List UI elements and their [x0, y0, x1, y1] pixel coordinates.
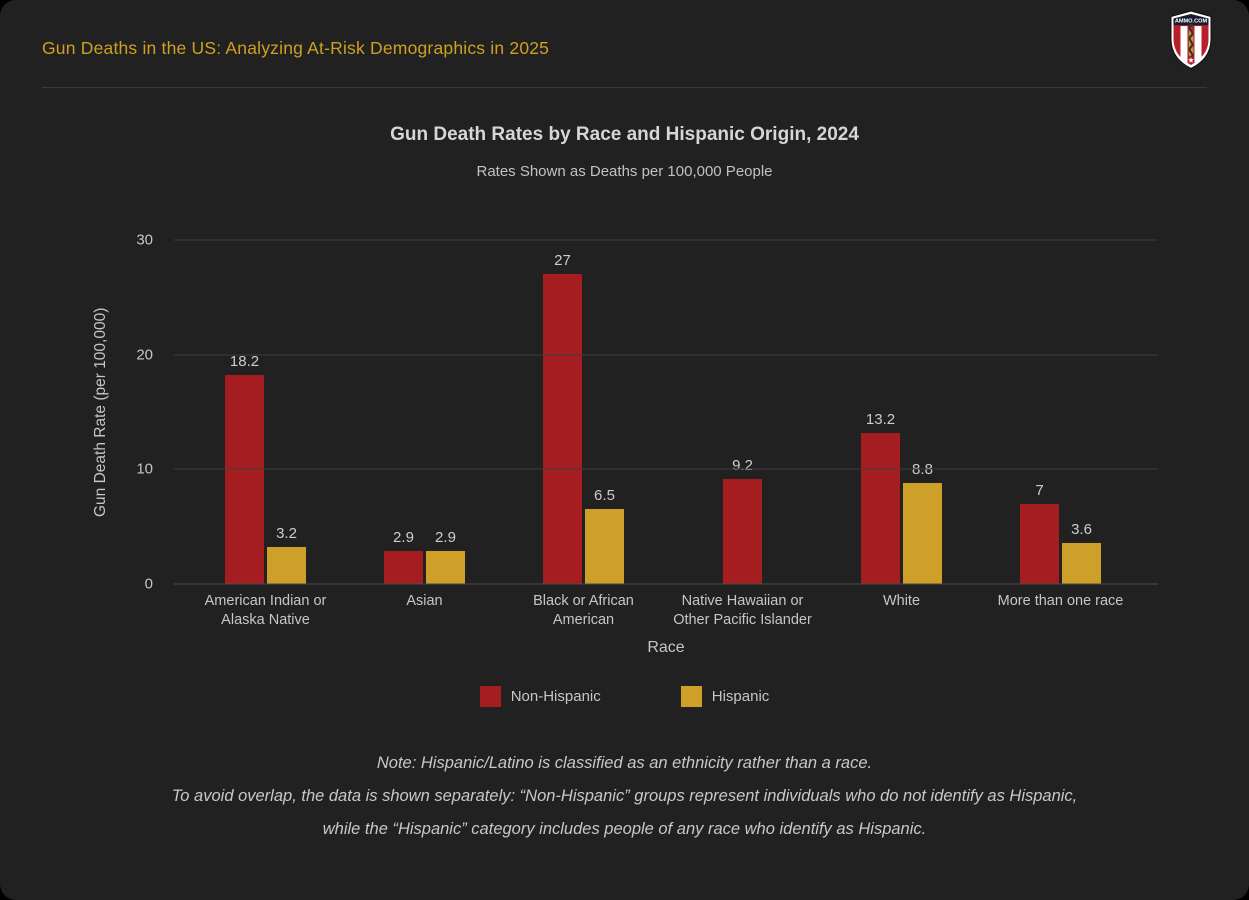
- gridline: [174, 239, 1158, 241]
- bar-value-label: 18.2: [229, 353, 260, 371]
- bar-value-label: 2.9: [435, 528, 456, 546]
- category-band: 7 3.6: [981, 240, 1140, 584]
- bar-hispanic: 3.2: [267, 525, 306, 584]
- bar-non-hispanic: 13.2: [860, 411, 900, 584]
- x-tick-label: Native Hawaiian or Other Pacific Islande…: [673, 593, 812, 628]
- bar-value-label: 7: [1035, 481, 1044, 499]
- bar-value-label: 27: [554, 252, 571, 270]
- bar-value-label: 3.2: [276, 525, 297, 543]
- y-tick-label: 10: [136, 460, 153, 478]
- bar-value-label: 6.5: [594, 487, 615, 505]
- logo-text: AMMO.COM: [1175, 19, 1208, 25]
- footnote-line: Note: Hispanic/Latino is classified as a…: [376, 754, 873, 772]
- y-tick-label: 20: [136, 346, 153, 364]
- legend-item: Hispanic: [680, 686, 770, 707]
- legend-label: Non-Hispanic: [510, 688, 601, 705]
- x-tick-label: Black or African American: [533, 593, 634, 628]
- footnote-line: while the “Hispanic” category includes p…: [322, 820, 927, 838]
- category-band: 9.2: [663, 240, 822, 584]
- x-axis-labels: American Indian or Alaska Native Asian Bla…: [186, 592, 1140, 632]
- bars-container: 18.2 3.2 2.9 2.9 27 6.5 9.2 13.2 8.8 7 3.6: [186, 240, 1140, 584]
- gridline: [174, 354, 1158, 356]
- legend-item: Non-Hispanic: [479, 686, 601, 707]
- page-title: Gun Deaths in the US: Analyzing At-Risk …: [42, 38, 550, 58]
- plot-area: 18.2 3.2 2.9 2.9 27 6.5 9.2 13.2 8.8 7 3.6 0 10 20 30: [136, 232, 1158, 593]
- logo-star-icon: [1187, 57, 1195, 63]
- bar-non-hispanic: 7: [1020, 482, 1059, 584]
- y-tick-label: 0: [144, 575, 153, 593]
- ammo-com-logo-icon: AMMO.COM: [1170, 10, 1212, 70]
- chart-subtitle: Rates Shown as Deaths per 100,000 People: [476, 163, 773, 180]
- bar-non-hispanic: 2.9: [383, 529, 423, 584]
- gridline: [174, 468, 1158, 470]
- chart-title: Gun Death Rates by Race and Hispanic Ori…: [390, 124, 859, 145]
- bar-value-label: 13.2: [865, 410, 896, 428]
- category-band: 27 6.5: [504, 240, 663, 584]
- legend-label: Hispanic: [711, 688, 770, 705]
- bar-value-label: 2.9: [393, 528, 414, 546]
- bar-value-label: 9.2: [732, 456, 753, 474]
- bar-value-label: 3.6: [1071, 520, 1092, 538]
- bar-non-hispanic: 27: [542, 252, 582, 584]
- x-axis-title: Race: [647, 639, 685, 656]
- x-axis-line: [174, 583, 1158, 585]
- legend-swatch-icon: [479, 686, 501, 707]
- bar-non-hispanic: 18.2: [225, 353, 264, 584]
- footnote-line: To avoid overlap, the data is shown sepa…: [171, 787, 1078, 805]
- y-axis-title: Gun Death Rate (per 100,000): [92, 307, 109, 517]
- bar-hispanic: 3.6: [1062, 521, 1101, 584]
- x-tick-label: American Indian or Alaska Native: [204, 593, 327, 628]
- footnote: Note: Hispanic/Latino is classified as a…: [0, 747, 1249, 846]
- category-band: 18.2 3.2: [186, 240, 345, 584]
- category-band: 2.9 2.9: [345, 240, 504, 584]
- header-divider: [42, 87, 1207, 88]
- x-tick-label: More than one race: [997, 593, 1124, 609]
- x-tick-label: White: [882, 593, 921, 609]
- legend: Non-Hispanic Hispanic: [0, 686, 1249, 707]
- bar-non-hispanic: 9.2: [723, 457, 762, 584]
- x-tick-label: Asian: [406, 593, 443, 609]
- bar-hispanic: 2.9: [425, 529, 465, 584]
- bar-hispanic: 6.5: [584, 487, 624, 584]
- legend-swatch-icon: [680, 686, 702, 707]
- category-band: 13.2 8.8: [822, 240, 981, 584]
- y-tick-label: 30: [136, 231, 153, 249]
- bar-hispanic: 8.8: [902, 461, 942, 584]
